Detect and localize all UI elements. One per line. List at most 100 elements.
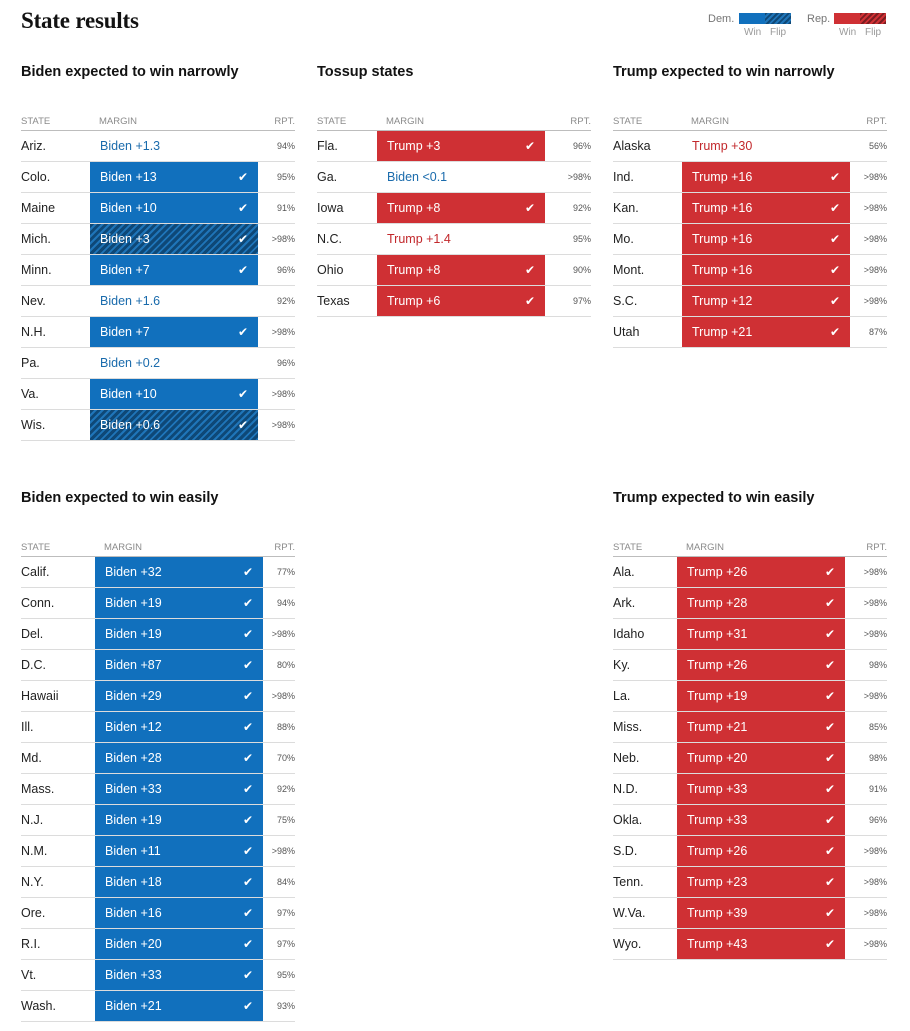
margin-value: Biden +13 <box>100 170 157 184</box>
margin-cell: Trump +8 ✔ <box>377 255 545 285</box>
checkmark-icon: ✔ <box>242 596 253 610</box>
reporting-pct: 77% <box>276 567 295 577</box>
state-name: Ky. <box>613 658 631 672</box>
table-row: S.D. Trump +26 ✔ >98% <box>613 836 887 867</box>
state-name: S.D. <box>613 844 638 858</box>
reporting-pct: 95% <box>276 172 295 182</box>
reporting-pct: >98% <box>863 846 887 856</box>
legend-dem-win-label: Win <box>744 27 762 38</box>
checkmark-icon: ✔ <box>237 170 248 184</box>
margin-cell: Biden +33 ✔ <box>95 774 263 804</box>
state-name: Iowa <box>317 201 344 215</box>
state-name: Wash. <box>21 999 56 1013</box>
reporting-pct: 91% <box>868 784 887 794</box>
margin-cell: Biden +0.2 <box>90 348 258 378</box>
margin-cell: Trump +3 ✔ <box>377 131 545 161</box>
group-trump-easy: Trump expected to win easily STATE MARGIN R… <box>613 488 887 960</box>
state-name: Colo. <box>21 170 51 184</box>
margin-value: Biden +18 <box>105 875 162 889</box>
margin-value: Biden +7 <box>100 325 150 339</box>
reporting-pct: 85% <box>868 722 887 732</box>
margin-cell: Biden +3 ✔ <box>90 224 258 254</box>
table-row: W.Va. Trump +39 ✔ >98% <box>613 898 887 929</box>
margin-value: Trump +20 <box>687 751 748 765</box>
margin-value: Trump +16 <box>692 170 753 184</box>
table-row: Ky. Trump +26 ✔ 98% <box>613 650 887 681</box>
checkmark-icon: ✔ <box>824 658 835 672</box>
margin-value: Biden +28 <box>105 751 162 765</box>
checkmark-icon: ✔ <box>824 627 835 641</box>
margin-value: Biden +33 <box>105 968 162 982</box>
col-rpt-header: RPT. <box>274 542 295 553</box>
table-row: N.Y. Biden +18 ✔ 84% <box>21 867 295 898</box>
table-row: Wash. Biden +21 ✔ 93% <box>21 991 295 1022</box>
margin-value: Trump +33 <box>687 782 748 796</box>
reporting-pct: >98% <box>271 234 295 244</box>
reporting-pct: 70% <box>276 753 295 763</box>
margin-cell: Biden +32 ✔ <box>95 557 263 587</box>
table-row: Ill. Biden +12 ✔ 88% <box>21 712 295 743</box>
reporting-pct: 98% <box>868 660 887 670</box>
checkmark-icon: ✔ <box>829 263 840 277</box>
table-row: Idaho Trump +31 ✔ >98% <box>613 619 887 650</box>
state-name: N.D. <box>613 782 638 796</box>
checkmark-icon: ✔ <box>524 201 535 215</box>
state-name: Nev. <box>21 294 46 308</box>
reporting-pct: 97% <box>572 296 591 306</box>
margin-cell: Trump +16 ✔ <box>682 255 850 285</box>
state-name: Va. <box>21 387 39 401</box>
checkmark-icon: ✔ <box>824 844 835 858</box>
checkmark-icon: ✔ <box>829 294 840 308</box>
table-row: Mass. Biden +33 ✔ 92% <box>21 774 295 805</box>
table-header: STATE MARGIN RPT. <box>613 540 887 557</box>
table-row: Hawaii Biden +29 ✔ >98% <box>21 681 295 712</box>
group-trump-narrow: Trump expected to win narrowly STATE MARGI… <box>613 62 887 348</box>
state-name: Mich. <box>21 232 51 246</box>
state-name: Kan. <box>613 201 639 215</box>
margin-value: Biden +87 <box>105 658 162 672</box>
table-row: Mont. Trump +16 ✔ >98% <box>613 255 887 286</box>
state-name: Fla. <box>317 139 338 153</box>
margin-cell: Biden +20 ✔ <box>95 929 263 959</box>
col-margin-header: MARGIN <box>691 116 729 127</box>
reporting-pct: 92% <box>276 784 295 794</box>
reporting-pct: >98% <box>863 234 887 244</box>
checkmark-icon: ✔ <box>242 751 253 765</box>
table-header: STATE MARGIN RPT. <box>21 540 295 557</box>
table-row: Mich. Biden +3 ✔ >98% <box>21 224 295 255</box>
margin-cell: Biden +7 ✔ <box>90 317 258 347</box>
table-row: Utah Trump +21 ✔ 87% <box>613 317 887 348</box>
margin-value: Biden +19 <box>105 813 162 827</box>
margin-value: Trump +6 <box>387 294 441 308</box>
state-name: Md. <box>21 751 42 765</box>
margin-value: Biden +19 <box>105 596 162 610</box>
checkmark-icon: ✔ <box>824 720 835 734</box>
reporting-pct: >98% <box>863 908 887 918</box>
margin-value: Biden +11 <box>105 844 161 858</box>
checkmark-icon: ✔ <box>824 906 835 920</box>
checkmark-icon: ✔ <box>242 844 253 858</box>
margin-value: Trump +26 <box>687 844 748 858</box>
table-row: N.C. Trump +1.4 95% <box>317 224 591 255</box>
state-name: Mo. <box>613 232 634 246</box>
state-name: S.C. <box>613 294 638 308</box>
margin-value: Trump +8 <box>387 263 441 277</box>
group-title: Tossup states <box>317 64 414 80</box>
reporting-pct: >98% <box>271 629 295 639</box>
checkmark-icon: ✔ <box>824 596 835 610</box>
state-name: Pa. <box>21 356 40 370</box>
checkmark-icon: ✔ <box>242 968 253 982</box>
margin-cell: Trump +39 ✔ <box>677 898 845 928</box>
col-state-header: STATE <box>317 116 347 127</box>
checkmark-icon: ✔ <box>242 689 253 703</box>
col-state-header: STATE <box>613 542 643 553</box>
state-name: Ga. <box>317 170 338 184</box>
margin-value: Biden +29 <box>105 689 162 703</box>
table-header: STATE MARGIN RPT. <box>317 114 591 131</box>
state-name: Ill. <box>21 720 34 734</box>
state-name: Maine <box>21 201 56 215</box>
table-row: Texas Trump +6 ✔ 97% <box>317 286 591 317</box>
col-rpt-header: RPT. <box>866 542 887 553</box>
checkmark-icon: ✔ <box>824 782 835 796</box>
table-row: Colo. Biden +13 ✔ 95% <box>21 162 295 193</box>
